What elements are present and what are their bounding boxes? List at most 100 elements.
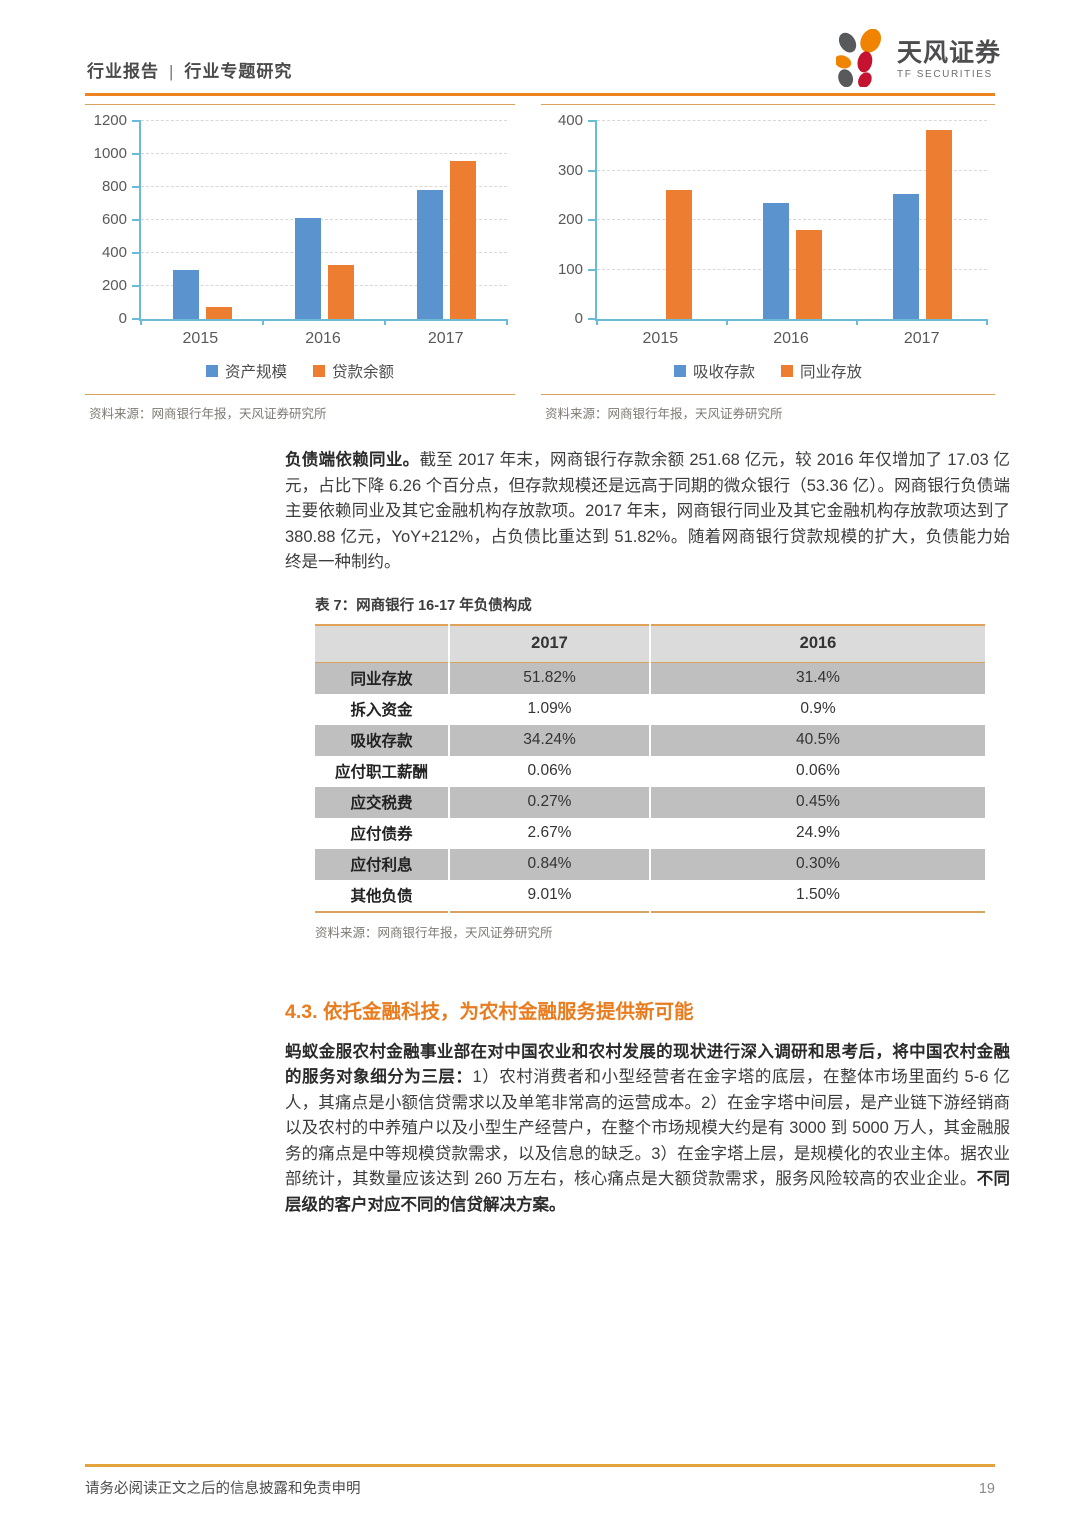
bar-吸收存款-2017 bbox=[892, 194, 919, 319]
gridline bbox=[141, 252, 507, 254]
legend-label: 资产规模 bbox=[224, 364, 287, 381]
gridline bbox=[141, 186, 507, 188]
paragraph-rural-finance: 蚂蚁金服农村金融事业部在对中国农业和农村发展的现状进行深入调研和思考后，将中国农… bbox=[285, 1040, 1010, 1219]
paragraph-liability-analysis: 负债端依赖同业。截至 2017 年末，网商银行存款余额 251.68 亿元，较 … bbox=[285, 448, 1010, 576]
table-row: 应付利息 0.84% 0.30% bbox=[315, 848, 985, 880]
gridline bbox=[141, 219, 507, 220]
paragraph-body-text: 截至 2017 年末，网商银行存款余额 251.68 亿元，较 2016 年仅增… bbox=[285, 451, 1011, 571]
y-axis-tick-label: 400 bbox=[557, 112, 583, 129]
logo-name-en: TF SECURITIES bbox=[896, 69, 993, 80]
y-axis-tickmark bbox=[132, 318, 141, 320]
bar-同业存放-2017 bbox=[925, 130, 952, 319]
bar-贷款余额-2017 bbox=[449, 160, 476, 319]
y-axis-tick-label: 100 bbox=[557, 260, 583, 278]
table-row: 应交税费 0.27% 0.45% bbox=[315, 786, 985, 818]
chart-assets-loans: 0 200 400 600 800 1000 1200 2015 2016 2017 资产规模 贷… bbox=[85, 104, 515, 432]
x-axis-tick-label: 2016 bbox=[305, 330, 341, 347]
legend-label: 同业存放 bbox=[800, 364, 863, 381]
gridline bbox=[597, 169, 987, 171]
y-axis-tick-label: 600 bbox=[101, 211, 127, 228]
page-number: 19 bbox=[978, 1481, 995, 1497]
charts-row: 0 200 400 600 800 1000 1200 2015 2016 2017 资产规模贷… bbox=[85, 104, 995, 432]
paragraph-body-text: 1）农村消费者和小型经营者在金字塔的底层，在整体市场里面约 5-6 亿人，其痛点… bbox=[285, 1068, 1011, 1188]
table-row: 应付职工薪酬 0.06% 0.06% bbox=[315, 755, 985, 787]
tf-logo-flower-icon bbox=[834, 28, 888, 92]
bar-groups bbox=[597, 121, 987, 319]
bar-资产规模-2016 bbox=[294, 218, 321, 319]
y-axis-tickmark bbox=[588, 169, 597, 172]
row-label-cell: 同业存放 bbox=[315, 662, 449, 694]
x-axis-tick-label: 2017 bbox=[427, 330, 464, 347]
value-cell: 24.9% bbox=[649, 817, 985, 849]
y-axis-tick-label: 300 bbox=[557, 161, 583, 179]
report-category: 行业报告 bbox=[87, 62, 159, 81]
legend-swatch-icon bbox=[205, 365, 218, 377]
x-axis-tickmark bbox=[140, 319, 142, 325]
y-axis: 0 200 400 600 800 1000 1200 bbox=[85, 112, 139, 327]
y-axis-tick-label: 0 bbox=[574, 310, 583, 327]
x-axis-tickmark bbox=[506, 319, 508, 325]
gridline bbox=[597, 120, 987, 121]
row-label-cell: 应交税费 bbox=[315, 786, 449, 818]
y-axis-tickmark bbox=[588, 268, 597, 271]
y-axis-tick-label: 200 bbox=[557, 211, 583, 228]
row-label-cell: 应付债券 bbox=[350, 826, 413, 843]
x-axis-tick-label: 2015 bbox=[182, 330, 219, 347]
y-axis-tickmark bbox=[132, 252, 141, 255]
section-heading-4-3: 4.3. 依托金融科技，为农村金融服务提供新可能 bbox=[285, 1000, 694, 1023]
y-axis-tickmark bbox=[588, 318, 597, 320]
liability-composition-table: 2017 2016 同业存放 51.82% 31.4% 拆入资金 1.09% 0.9% 吸收存… bbox=[315, 623, 985, 913]
row-label-cell: 应付职工薪酬 bbox=[334, 764, 428, 781]
paragraph-lead-bold: 负债端依赖同业。 bbox=[285, 451, 420, 469]
bar-资产规模-2015 bbox=[172, 269, 199, 319]
gridline bbox=[141, 120, 507, 121]
bar-同业存放-2016 bbox=[795, 229, 822, 319]
y-axis-tickmark bbox=[132, 285, 141, 288]
table-row: 吸收存款 34.24% 40.5% bbox=[315, 724, 985, 756]
legend-entry: 同业存放 bbox=[781, 360, 862, 382]
page-footer: 请务必阅读正文之后的信息披露和免责申明 19 bbox=[85, 1464, 995, 1498]
value-cell: 0.27% bbox=[448, 786, 650, 818]
paragraph-lead-bold: 蚂蚁金服农村金融事业部在对中国农业和农村发展的现状进行深入调研和思考后，将中国农… bbox=[285, 1042, 1010, 1087]
bar-group-2015 bbox=[597, 121, 727, 319]
value-cell: 0.45% bbox=[649, 786, 985, 818]
table-row: 应付债券 2.67% 24.9% bbox=[315, 817, 985, 849]
y-axis-tick-label: 0 bbox=[118, 310, 127, 327]
legend-entry: 资产规模 bbox=[205, 360, 287, 382]
y-axis-tick-label: 800 bbox=[101, 178, 127, 196]
x-axis-tickmark bbox=[261, 319, 264, 325]
value-cell: 34.24% bbox=[448, 724, 650, 756]
value-cell: 2.67% bbox=[448, 817, 650, 849]
y-axis-tickmark bbox=[132, 186, 141, 189]
chart-deposits-interbank: 0 100 200 300 400 2015 2016 2017 吸收存款 同业存放 资料来源… bbox=[541, 104, 995, 432]
bar-group-2017 bbox=[857, 121, 987, 319]
y-axis-tick-label: 1200 bbox=[93, 112, 127, 129]
bar-group-2016 bbox=[263, 121, 385, 319]
value-cell: 0.30% bbox=[649, 848, 985, 880]
x-axis-tickmark bbox=[855, 319, 858, 325]
x-axis-tickmark bbox=[596, 319, 598, 325]
source-caption: 资料来源：网商银行年报，天风证券研究所 bbox=[541, 394, 995, 432]
y-axis-tick-label: 1000 bbox=[93, 145, 127, 162]
legend-entry: 吸收存款 bbox=[673, 360, 755, 382]
legend-label: 吸收存款 bbox=[692, 364, 755, 381]
value-cell: 51.82% bbox=[448, 662, 650, 694]
report-header: 行业报告 | 行业专题研究 天风证券 TF SECURITIES bbox=[85, 0, 1000, 96]
table-row: 其他负债 9.01% 1.50% bbox=[315, 879, 985, 912]
value-cell: 31.4% bbox=[649, 662, 985, 694]
logo-wordmark: 天风证券 TF SECURITIES bbox=[896, 41, 1001, 81]
y-axis-tickmark bbox=[588, 120, 597, 122]
bar-贷款余额-2015 bbox=[205, 306, 232, 319]
x-axis-tick-label: 2015 bbox=[642, 330, 679, 347]
y-axis-tick-label: 200 bbox=[101, 277, 127, 295]
value-cell: 0.06% bbox=[649, 755, 985, 787]
value-cell: 9.01% bbox=[448, 879, 650, 912]
y-axis-tickmark bbox=[588, 219, 597, 221]
table-row: 拆入资金 1.09% 0.9% bbox=[315, 693, 985, 725]
table-source-caption: 资料来源：网商银行年报，天风证券研究所 bbox=[315, 925, 553, 940]
bar-吸收存款-2016 bbox=[762, 203, 789, 319]
bar-group-2016 bbox=[727, 121, 857, 319]
gridline bbox=[597, 268, 987, 270]
y-axis-tickmark bbox=[132, 219, 141, 221]
bar-groups bbox=[141, 121, 507, 319]
